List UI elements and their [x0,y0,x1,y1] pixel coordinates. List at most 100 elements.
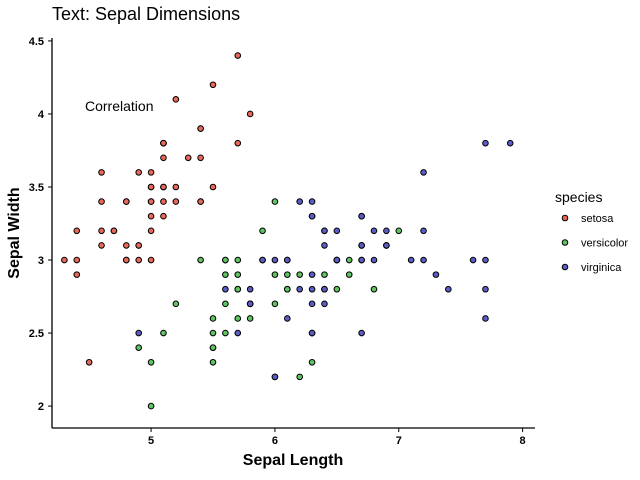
data-point-versicolor [296,271,303,278]
data-point-virginica [420,256,427,264]
data-point-virginica [333,256,341,264]
data-point-versicolor [296,373,303,381]
data-point-setosa [234,139,242,147]
data-point-virginica [246,285,254,293]
axes [51,38,535,429]
data-point-virginica [308,285,316,293]
data-point-virginica [308,198,316,205]
data-point-versicolor [172,300,180,308]
data-point-setosa [197,125,204,132]
data-point-setosa [197,198,204,205]
data-point-virginica [506,139,514,147]
x-axis-label: Sepal Length [243,452,343,469]
x-tick-label: 7 [396,435,402,447]
data-point-virginica [284,315,291,322]
legend-marker-setosa [561,214,569,222]
data-point-setosa [135,256,142,264]
data-point-versicolor [197,256,204,264]
data-point-virginica [358,242,365,249]
data-point-virginica [308,212,316,220]
data-point-virginica [308,300,316,308]
data-point-setosa [98,242,105,249]
data-point-virginica [370,227,378,235]
data-point-virginica [358,329,365,337]
data-point-virginica [321,285,328,293]
data-point-versicolor [222,300,229,308]
data-point-setosa [234,52,242,59]
data-point-setosa [160,139,167,147]
data-point-virginica [358,256,365,264]
data-point-virginica [296,285,303,293]
legend-label-setosa: setosa [581,213,614,225]
data-point-setosa [160,212,167,220]
data-point-virginica [234,329,242,337]
data-point-versicolor [209,315,217,322]
data-point-versicolor [234,285,242,293]
data-point-virginica [296,198,303,205]
data-point-versicolor [271,300,279,308]
data-point-versicolor [370,285,378,293]
data-point-versicolor [308,358,316,366]
data-point-virginica [259,256,266,264]
data-point-setosa [98,227,105,235]
y-tick-label: 2 [38,401,44,413]
legend-marker-virginica [561,263,569,271]
chart-title: Text: Sepal Dimensions [52,4,240,24]
data-point-virginica [321,227,328,235]
data-point-virginica [271,256,279,264]
y-tick-label: 4.5 [29,36,44,48]
data-point-versicolor [234,315,242,322]
data-point-virginica [321,242,328,249]
data-point-versicolor [160,329,167,337]
data-point-setosa [73,271,81,278]
y-axis-label: Sepal Width [6,187,23,278]
data-point-virginica [482,139,489,147]
data-point-setosa [123,256,130,264]
data-point-versicolor [234,256,242,264]
data-point-setosa [61,256,68,264]
data-point-virginica [246,300,254,308]
data-point-setosa [135,242,142,249]
data-point-virginica [407,256,415,264]
data-point-setosa [172,96,180,103]
data-point-virginica [135,329,142,337]
data-point-virginica [383,242,390,249]
data-point-virginica [308,329,316,337]
data-point-versicolor [209,329,217,337]
data-point-versicolor [345,256,353,264]
data-point-virginica [420,227,427,235]
data-point-versicolor [321,271,328,278]
data-point-setosa [73,256,81,264]
data-point-virginica [482,315,489,322]
data-point-setosa [209,81,217,89]
data-point-versicolor [259,227,266,235]
data-point-virginica [308,271,316,278]
data-point-setosa [147,183,155,191]
data-point-virginica [383,227,390,235]
data-point-versicolor [333,285,341,293]
data-point-versicolor [135,344,142,351]
data-point-virginica [420,169,427,176]
data-point-versicolor [234,271,242,278]
data-point-versicolor [284,271,291,278]
legend-title: species [555,189,602,205]
data-point-virginica [370,256,378,264]
x-tick-label: 5 [148,435,154,447]
data-point-versicolor [209,344,217,351]
legend-marker-versicolor [561,239,569,246]
data-point-setosa [209,183,217,191]
data-point-virginica [284,256,291,264]
x-tick-label: 6 [272,435,278,447]
data-point-virginica [271,373,279,381]
data-point-setosa [160,183,167,191]
data-point-setosa [147,227,155,235]
data-point-setosa [123,198,130,205]
y-tick-label: 3 [38,255,44,267]
data-point-setosa [197,154,204,162]
data-point-setosa [246,110,254,118]
data-point-setosa [160,198,167,205]
data-points [61,52,514,410]
data-point-virginica [482,256,489,264]
data-point-setosa [73,227,81,235]
data-point-versicolor [209,358,217,366]
